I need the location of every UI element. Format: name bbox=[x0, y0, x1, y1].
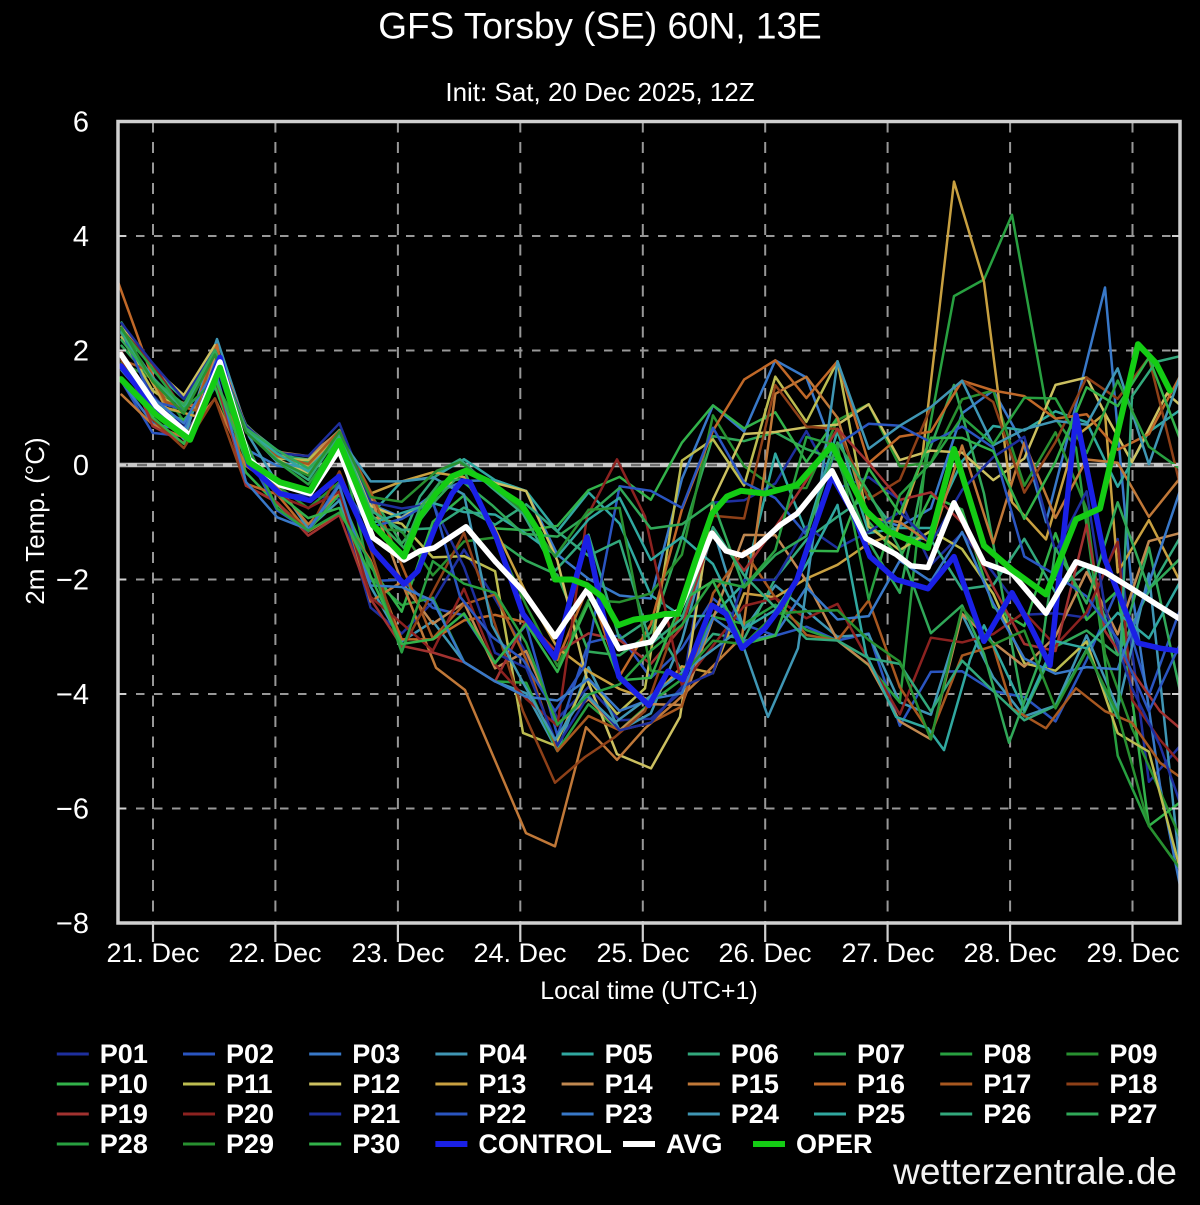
svg-text:P19: P19 bbox=[100, 1099, 148, 1129]
svg-text:P05: P05 bbox=[605, 1039, 653, 1069]
svg-text:P24: P24 bbox=[731, 1099, 779, 1129]
svg-text:wetterzentrale.de: wetterzentrale.de bbox=[892, 1151, 1177, 1192]
svg-text:GFS Torsby (SE) 60N, 13E: GFS Torsby (SE) 60N, 13E bbox=[378, 6, 821, 47]
svg-text:P06: P06 bbox=[731, 1039, 779, 1069]
svg-text:−8: −8 bbox=[56, 908, 89, 940]
svg-text:P16: P16 bbox=[857, 1069, 905, 1099]
svg-text:6: 6 bbox=[73, 107, 89, 139]
svg-text:P14: P14 bbox=[605, 1069, 653, 1099]
svg-text:P11: P11 bbox=[226, 1069, 273, 1099]
svg-text:P29: P29 bbox=[226, 1129, 274, 1159]
svg-text:P09: P09 bbox=[1109, 1039, 1157, 1069]
svg-text:P04: P04 bbox=[478, 1039, 526, 1069]
svg-text:21. Dec: 21. Dec bbox=[106, 938, 199, 968]
svg-text:26. Dec: 26. Dec bbox=[718, 938, 811, 968]
svg-text:P18: P18 bbox=[1109, 1069, 1157, 1099]
svg-text:P12: P12 bbox=[352, 1069, 400, 1099]
svg-text:P23: P23 bbox=[605, 1099, 653, 1129]
svg-text:P26: P26 bbox=[983, 1099, 1031, 1129]
svg-text:P21: P21 bbox=[352, 1099, 400, 1129]
svg-text:AVG: AVG bbox=[666, 1129, 723, 1159]
svg-text:P15: P15 bbox=[731, 1069, 779, 1099]
svg-text:P01: P01 bbox=[100, 1039, 148, 1069]
svg-text:−2: −2 bbox=[56, 565, 89, 597]
svg-text:P03: P03 bbox=[352, 1039, 400, 1069]
svg-text:0: 0 bbox=[73, 450, 89, 482]
svg-text:P25: P25 bbox=[857, 1099, 905, 1129]
svg-text:P10: P10 bbox=[100, 1069, 148, 1099]
svg-text:24. Dec: 24. Dec bbox=[473, 938, 566, 968]
svg-text:23. Dec: 23. Dec bbox=[351, 938, 444, 968]
svg-text:CONTROL: CONTROL bbox=[478, 1129, 611, 1159]
svg-text:2: 2 bbox=[73, 336, 89, 368]
svg-text:P17: P17 bbox=[983, 1069, 1031, 1099]
svg-text:P27: P27 bbox=[1109, 1099, 1157, 1129]
svg-text:OPER: OPER bbox=[796, 1129, 873, 1159]
svg-text:28. Dec: 28. Dec bbox=[963, 938, 1056, 968]
svg-text:29. Dec: 29. Dec bbox=[1086, 938, 1179, 968]
svg-text:27. Dec: 27. Dec bbox=[841, 938, 934, 968]
svg-text:P07: P07 bbox=[857, 1039, 905, 1069]
svg-text:P28: P28 bbox=[100, 1129, 148, 1159]
svg-text:P30: P30 bbox=[352, 1129, 400, 1159]
svg-text:−6: −6 bbox=[56, 794, 89, 826]
svg-text:−4: −4 bbox=[56, 679, 89, 711]
svg-text:P13: P13 bbox=[478, 1069, 526, 1099]
svg-text:P20: P20 bbox=[226, 1099, 274, 1129]
svg-text:Local time (UTC+1): Local time (UTC+1) bbox=[540, 977, 757, 1005]
svg-text:P22: P22 bbox=[478, 1099, 526, 1129]
svg-text:4: 4 bbox=[73, 221, 89, 253]
svg-text:P02: P02 bbox=[226, 1039, 274, 1069]
svg-text:22. Dec: 22. Dec bbox=[228, 938, 321, 968]
svg-text:P08: P08 bbox=[983, 1039, 1031, 1069]
svg-text:25. Dec: 25. Dec bbox=[596, 938, 689, 968]
svg-text:Init: Sat, 20 Dec 2025, 12Z: Init: Sat, 20 Dec 2025, 12Z bbox=[445, 77, 754, 107]
svg-text:2m Temp. (°C): 2m Temp. (°C) bbox=[20, 437, 50, 604]
